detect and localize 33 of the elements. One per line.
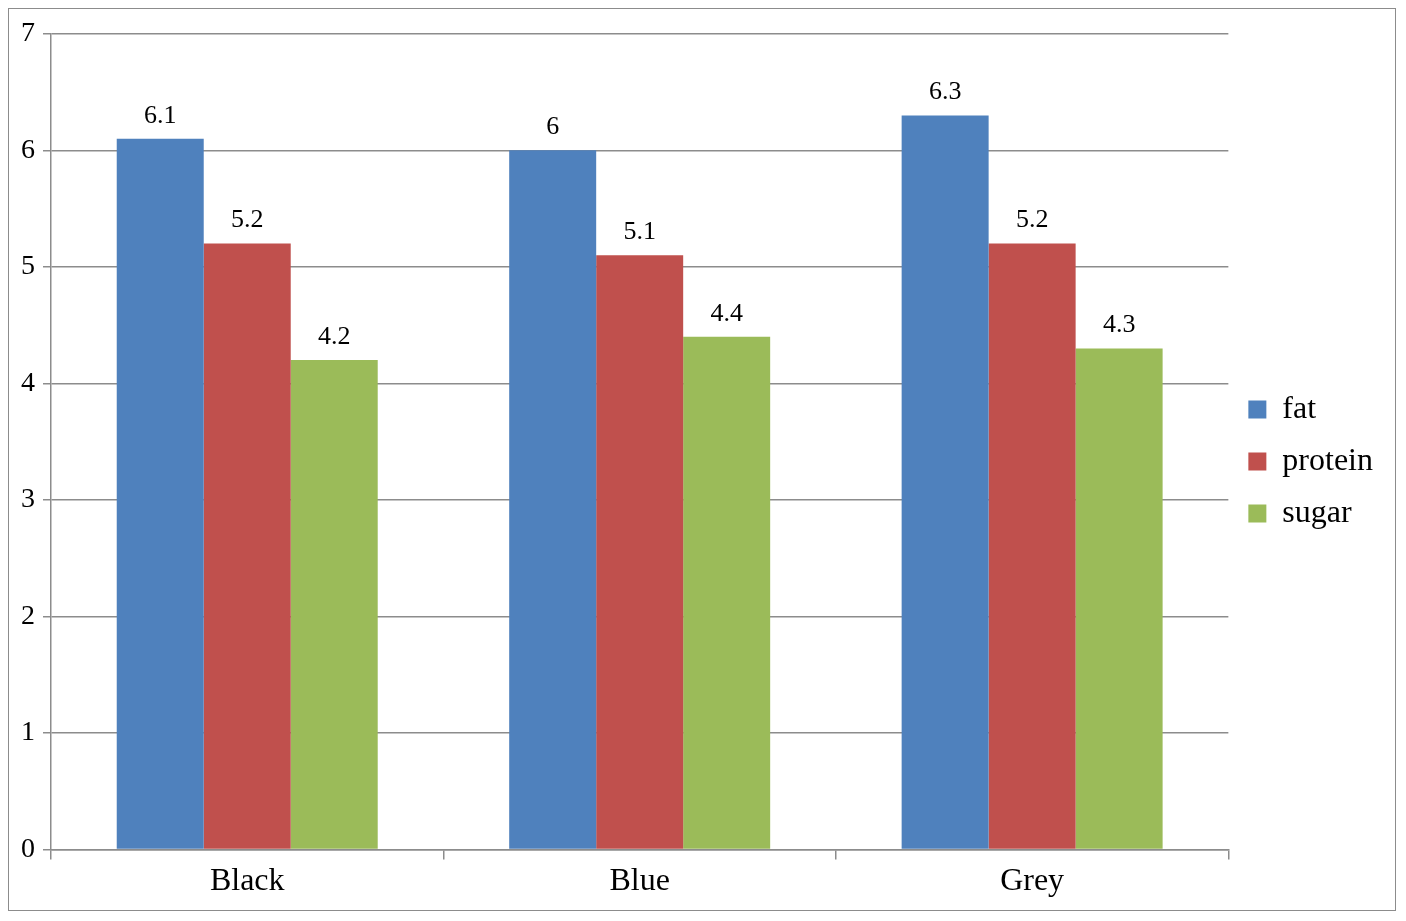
x-tick-label: Blue — [609, 861, 670, 898]
chart-frame: fat protein sugar Black Blue Grey 0 1 2 3 4 5 6 7 6.1 6 6.3 5.2 5.1 5.2 4.2 4.4 4.3 — [8, 8, 1396, 911]
x-tick-label: Black — [209, 861, 285, 898]
y-tick-label: 5 — [21, 249, 35, 281]
bar — [683, 336, 771, 849]
y-tick-label: 7 — [21, 16, 35, 48]
data-label: 4.4 — [710, 297, 743, 327]
bar — [901, 115, 989, 849]
legend-label: sugar — [1282, 492, 1353, 529]
y-tick-label: 1 — [21, 715, 35, 747]
bar — [116, 138, 204, 849]
y-tick-label: 2 — [21, 598, 35, 630]
data-label: 6 — [546, 111, 560, 141]
bar — [203, 243, 291, 849]
data-label: 5.1 — [623, 216, 656, 246]
legend-label: protein — [1282, 440, 1373, 477]
data-label: 4.3 — [1102, 309, 1136, 339]
bar — [596, 255, 684, 849]
bar — [1075, 348, 1163, 849]
bar — [509, 150, 597, 849]
bar — [988, 243, 1076, 849]
y-tick-label: 4 — [21, 365, 35, 397]
data-label: 4.2 — [317, 320, 351, 350]
data-label: 5.2 — [230, 204, 264, 234]
data-label: 6.3 — [928, 76, 962, 106]
data-label: 5.2 — [1015, 204, 1049, 234]
y-tick-label: 3 — [21, 482, 35, 514]
y-tick-label: 0 — [21, 831, 35, 863]
data-label: 6.1 — [143, 99, 177, 129]
bar — [290, 360, 378, 849]
legend-label: fat — [1282, 388, 1317, 425]
y-tick-label: 6 — [21, 132, 35, 164]
x-tick-label: Grey — [1000, 861, 1065, 898]
